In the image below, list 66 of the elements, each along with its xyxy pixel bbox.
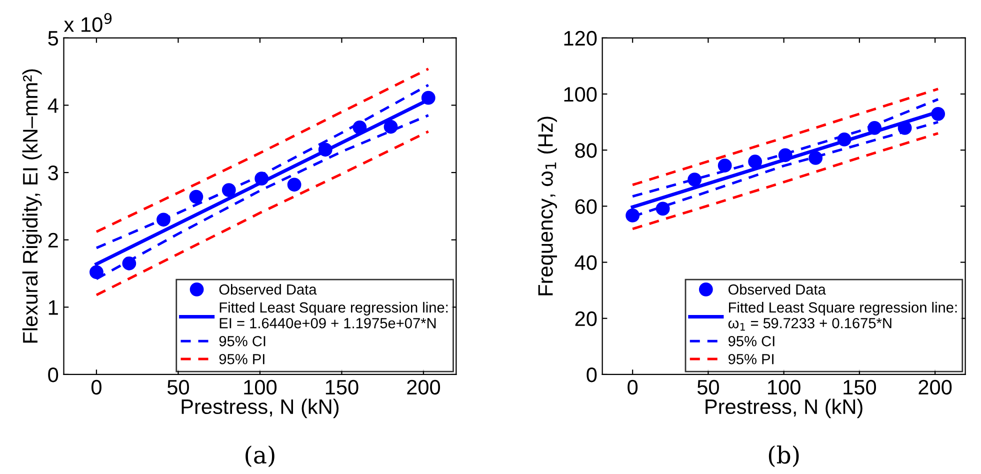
legend-label: Observed Data	[219, 284, 317, 295]
y-tick-label: 20	[575, 311, 597, 326]
line-series	[631, 98, 940, 198]
x-tick-label: 50	[697, 380, 719, 395]
y-tick-label: 0	[48, 367, 58, 382]
y-tick-label: 0	[586, 367, 597, 382]
point	[778, 148, 792, 162]
line-series	[631, 88, 940, 186]
point	[837, 132, 852, 146]
y-tick-label: 40	[574, 255, 597, 270]
x-tick-label: 0	[91, 380, 102, 395]
y-tick-label: 100	[564, 87, 597, 102]
point	[318, 142, 332, 157]
x-axis-title: Prestress, N (kN)	[182, 398, 339, 418]
y-tick-label: 60	[575, 199, 597, 214]
x-tick-label: 200	[407, 380, 440, 395]
legend-label: Fitted Least Square regression line: ω$_{1}$ = 59.7233 + 0.1675*N	[728, 302, 957, 331]
point	[688, 172, 702, 186]
point	[287, 178, 302, 192]
point	[898, 121, 912, 135]
y-axis-title: Frequency, ω$_{1}$ (Hz)	[538, 116, 557, 296]
legend-label: Fitted Least Square regression line: EI = 1.6440e+09 + 1.1975e+07*N	[220, 302, 448, 328]
text: x 10$^{9}$	[64, 12, 112, 32]
line-series	[95, 130, 430, 296]
y-tick-label: 3	[48, 166, 58, 180]
y-axis-title: Flexural Rigidity, EI (kN–mm²)	[22, 69, 42, 343]
x-tick-label: 100	[768, 380, 800, 395]
line-series	[95, 68, 430, 234]
y-tick-label: 4	[48, 98, 58, 113]
line-series	[95, 84, 430, 250]
y-tick-label: 1	[48, 300, 58, 315]
x-tick-label: 50	[167, 380, 189, 395]
point	[718, 158, 732, 172]
point	[189, 190, 204, 204]
point	[808, 151, 823, 165]
y-tick-label: 80	[575, 143, 597, 158]
point	[931, 106, 946, 121]
x-tick-label: 0	[628, 380, 638, 395]
point	[122, 256, 136, 270]
y-tick-label: 5	[48, 31, 58, 46]
text: (a)	[246, 445, 274, 468]
x-axis-title: Prestress, N (kN)	[706, 398, 862, 418]
x-tick-label: 200	[918, 380, 952, 395]
point	[748, 154, 762, 169]
legend-label: 95% PI	[219, 354, 264, 364]
point	[222, 183, 236, 197]
point	[352, 120, 367, 134]
point	[656, 202, 670, 216]
legend-label: 95% CI	[219, 336, 266, 346]
point	[626, 208, 640, 222]
x-tick-label: 150	[326, 380, 358, 395]
point	[156, 212, 170, 227]
point	[254, 172, 269, 186]
line-series	[631, 132, 940, 230]
y-tick-label: 2	[48, 232, 58, 248]
y-tick-label: 120	[564, 30, 597, 46]
text: (b)	[768, 445, 799, 468]
point	[90, 265, 104, 280]
legend-label: 95% CI	[728, 336, 774, 346]
point	[384, 120, 398, 134]
x-tick-label: 150	[844, 380, 876, 395]
legend-label: 95% PI	[728, 354, 774, 364]
point	[421, 90, 436, 105]
point	[868, 121, 882, 135]
legend-label: Observed Data	[728, 284, 826, 295]
x-tick-label: 100	[244, 380, 277, 395]
